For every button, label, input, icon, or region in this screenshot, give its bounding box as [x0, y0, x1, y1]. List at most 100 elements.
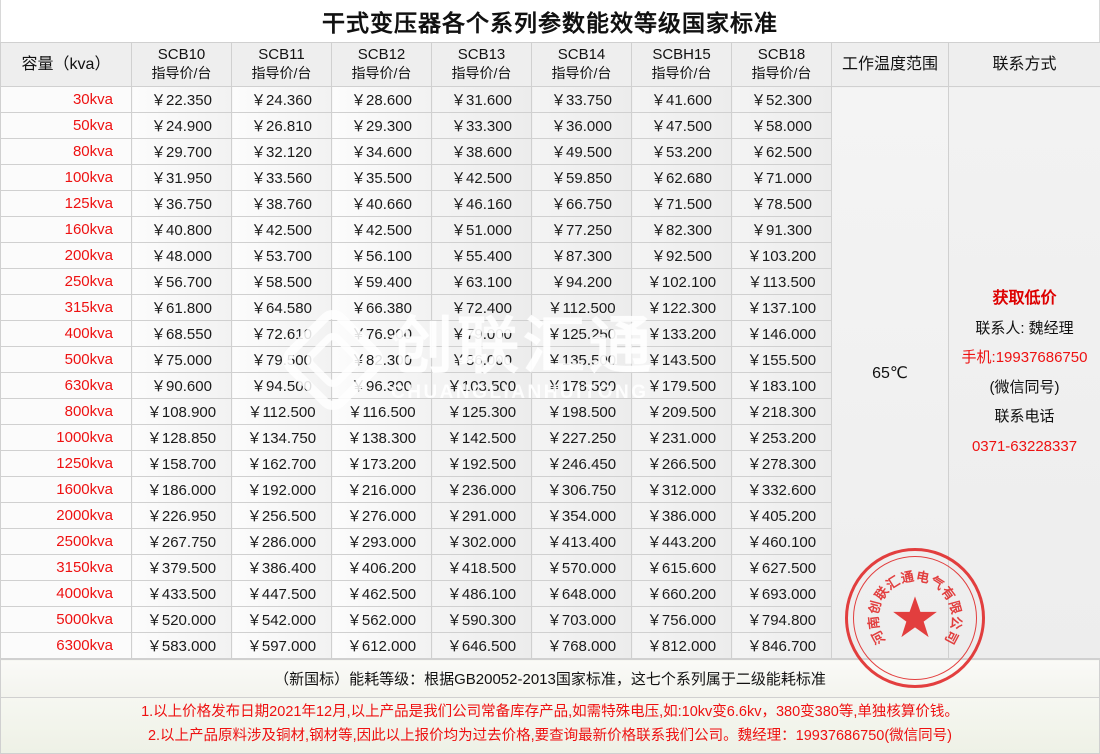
price-cell: ￥291.000: [432, 503, 532, 529]
price-cell: ￥253.200: [732, 425, 832, 451]
table-header: 容量（kva） SCB10 指导价/台 SCB11 指导价/台 SCB12 指导…: [1, 43, 1100, 87]
price-cell: ￥79.000: [432, 321, 532, 347]
price-cell: ￥90.600: [132, 373, 232, 399]
capacity-cell: 2000kva: [1, 503, 132, 529]
capacity-cell: 1600kva: [1, 477, 132, 503]
price-cell: ￥33.750: [532, 87, 632, 113]
series-sub: 指导价/台: [732, 65, 831, 83]
price-cell: ￥386.400: [232, 555, 332, 581]
price-cell: ￥66.380: [332, 295, 432, 321]
column-header-scb14: SCB14 指导价/台: [532, 43, 632, 87]
price-cell: ￥447.500: [232, 581, 332, 607]
price-table: 容量（kva） SCB10 指导价/台 SCB11 指导价/台 SCB12 指导…: [0, 42, 1100, 659]
capacity-cell: 125kva: [1, 191, 132, 217]
page-title-bar: 干式变压器各个系列参数能效等级国家标准: [0, 0, 1100, 42]
price-cell: ￥703.000: [532, 607, 632, 633]
capacity-cell: 50kva: [1, 113, 132, 139]
price-cell: ￥142.500: [432, 425, 532, 451]
price-cell: ￥192.500: [432, 451, 532, 477]
capacity-cell: 30kva: [1, 87, 132, 113]
series-name: SCBH15: [632, 46, 731, 65]
price-cell: ￥812.000: [632, 633, 732, 659]
series-name: SCB14: [532, 46, 631, 65]
series-name: SCB12: [332, 46, 431, 65]
capacity-cell: 160kva: [1, 217, 132, 243]
price-cell: ￥293.000: [332, 529, 432, 555]
price-cell: ￥51.000: [432, 217, 532, 243]
price-cell: ￥178.500: [532, 373, 632, 399]
price-cell: ￥38.600: [432, 139, 532, 165]
price-cell: ￥186.000: [132, 477, 232, 503]
price-cell: ￥216.000: [332, 477, 432, 503]
price-cell: ￥768.000: [532, 633, 632, 659]
price-cell: ￥413.400: [532, 529, 632, 555]
price-cell: ￥627.500: [732, 555, 832, 581]
price-cell: ￥122.300: [632, 295, 732, 321]
capacity-cell: 400kva: [1, 321, 132, 347]
footer-note-table: （新国标）能耗等级：根据GB20052-2013国家标准，这七个系列属于二级能耗…: [0, 659, 1100, 698]
header-row: 容量（kva） SCB10 指导价/台 SCB11 指导价/台 SCB12 指导…: [1, 43, 1100, 87]
price-cell: ￥138.300: [332, 425, 432, 451]
price-cell: ￥646.500: [432, 633, 532, 659]
price-cell: ￥38.760: [232, 191, 332, 217]
capacity-cell: 6300kva: [1, 633, 132, 659]
price-cell: ￥125.250: [532, 321, 632, 347]
price-cell: ￥354.000: [532, 503, 632, 529]
price-cell: ￥433.500: [132, 581, 232, 607]
series-sub: 指导价/台: [632, 65, 731, 83]
price-cell: ￥227.250: [532, 425, 632, 451]
price-cell: ￥28.600: [332, 87, 432, 113]
price-cell: ￥35.500: [332, 165, 432, 191]
page-title: 干式变压器各个系列参数能效等级国家标准: [322, 4, 778, 38]
red-note-1: 1.以上价格发布日期2021年12月,以上产品是我们公司常备库存产品,如需特殊电…: [1, 701, 1099, 725]
price-cell: ￥32.120: [232, 139, 332, 165]
price-cell: ￥379.500: [132, 555, 232, 581]
series-sub: 指导价/台: [232, 65, 331, 83]
price-cell: ￥46.160: [432, 191, 532, 217]
price-cell: ￥155.500: [732, 347, 832, 373]
column-header-contact: 联系方式: [949, 43, 1100, 87]
price-cell: ￥87.300: [532, 243, 632, 269]
price-cell: ￥78.500: [732, 191, 832, 217]
price-cell: ￥597.000: [232, 633, 332, 659]
price-cell: ￥36.750: [132, 191, 232, 217]
price-cell: ￥137.100: [732, 295, 832, 321]
price-cell: ￥29.300: [332, 113, 432, 139]
price-cell: ￥406.200: [332, 555, 432, 581]
standard-note: （新国标）能耗等级：根据GB20052-2013国家标准，这七个系列属于二级能耗…: [1, 660, 1100, 698]
temperature-cell: 65℃: [832, 87, 949, 659]
price-cell: ￥92.500: [632, 243, 732, 269]
column-header-scb13: SCB13 指导价/台: [432, 43, 532, 87]
price-cell: ￥62.500: [732, 139, 832, 165]
price-cell: ￥486.100: [432, 581, 532, 607]
price-cell: ￥460.100: [732, 529, 832, 555]
price-cell: ￥693.000: [732, 581, 832, 607]
capacity-cell: 630kva: [1, 373, 132, 399]
price-cell: ￥306.750: [532, 477, 632, 503]
price-cell: ￥56.700: [132, 269, 232, 295]
price-cell: ￥42.500: [432, 165, 532, 191]
price-cell: ￥75.000: [132, 347, 232, 373]
price-cell: ￥302.000: [432, 529, 532, 555]
contact-phone[interactable]: 0371-63228337: [972, 439, 1077, 456]
price-cell: ￥162.700: [232, 451, 332, 477]
price-cell: ￥64.580: [232, 295, 332, 321]
capacity-cell: 800kva: [1, 399, 132, 425]
series-name: SCB13: [432, 46, 531, 65]
price-cell: ￥583.000: [132, 633, 232, 659]
price-cell: ￥846.700: [732, 633, 832, 659]
contact-mobile[interactable]: 手机:19937686750: [962, 350, 1088, 367]
capacity-cell: 200kva: [1, 243, 132, 269]
price-cell: ￥256.500: [232, 503, 332, 529]
price-cell: ￥590.300: [432, 607, 532, 633]
capacity-cell: 2500kva: [1, 529, 132, 555]
price-cell: ￥53.700: [232, 243, 332, 269]
price-cell: ￥183.100: [732, 373, 832, 399]
price-cell: ￥312.000: [632, 477, 732, 503]
price-cell: ￥146.000: [732, 321, 832, 347]
price-cell: ￥405.200: [732, 503, 832, 529]
series-name: SCB10: [132, 46, 231, 65]
price-cell: ￥33.300: [432, 113, 532, 139]
price-cell: ￥96.300: [332, 373, 432, 399]
price-cell: ￥612.000: [332, 633, 432, 659]
